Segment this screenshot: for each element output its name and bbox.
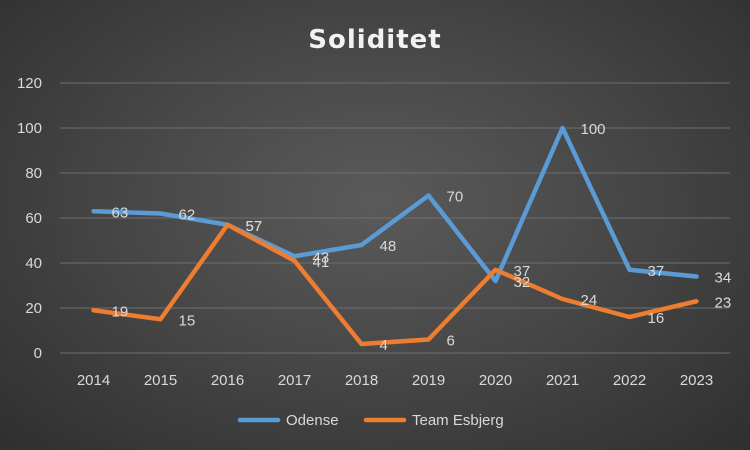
x-tick-label: 2022: [613, 372, 646, 389]
data-label: 15: [179, 312, 196, 329]
data-label: 23: [715, 294, 732, 311]
data-label: 41: [313, 254, 330, 271]
data-label: 62: [179, 207, 196, 224]
data-label: 57: [246, 218, 263, 235]
data-label: 37: [514, 263, 531, 280]
legend-label: Odense: [286, 412, 339, 429]
y-tick-label: 120: [17, 75, 42, 92]
data-label: 70: [447, 189, 464, 206]
x-tick-label: 2020: [479, 372, 512, 389]
gridlines: [60, 82, 730, 354]
x-tick-label: 2017: [278, 372, 311, 389]
data-label: 16: [648, 310, 665, 327]
x-tick-label: 2019: [412, 372, 445, 389]
data-label: 19: [112, 303, 129, 320]
series-line-team-esbjerg: [91, 222, 699, 347]
y-tick-label: 0: [34, 345, 42, 362]
series-lines: [91, 125, 699, 347]
y-tick-label: 40: [25, 255, 42, 272]
x-tick-label: 2015: [144, 372, 177, 389]
data-label: 48: [380, 238, 397, 255]
data-label: 4: [380, 337, 388, 354]
x-tick-label: 2023: [680, 372, 713, 389]
x-tick-label: 2016: [211, 372, 244, 389]
x-axis-ticks: 2014 2015 2016 2017 2018 2019 2020 2021 2022 2023: [77, 372, 713, 389]
data-label: 34: [715, 270, 732, 287]
legend-label: Team Esbjerg: [412, 412, 504, 429]
chart-title: Soliditet: [308, 25, 441, 55]
data-label: 43: [313, 249, 330, 266]
data-label: 57: [246, 218, 263, 235]
data-label: 100: [581, 121, 606, 138]
y-axis-ticks: 0 20 40 60 80 100 120: [17, 75, 42, 362]
series-line-odense: [91, 125, 699, 284]
data-label: 32: [514, 274, 531, 291]
x-tick-label: 2018: [345, 372, 378, 389]
data-label: 24: [581, 292, 598, 309]
legend: Odense Team Esbjerg: [237, 412, 504, 429]
data-label: 6: [447, 333, 455, 350]
y-tick-label: 80: [25, 165, 42, 182]
y-tick-label: 100: [17, 120, 42, 137]
x-tick-label: 2014: [77, 372, 110, 389]
data-label: 63: [112, 204, 129, 221]
y-tick-label: 20: [25, 300, 42, 317]
data-label: 37: [648, 263, 665, 280]
x-tick-label: 2021: [546, 372, 579, 389]
y-tick-label: 60: [25, 210, 42, 227]
